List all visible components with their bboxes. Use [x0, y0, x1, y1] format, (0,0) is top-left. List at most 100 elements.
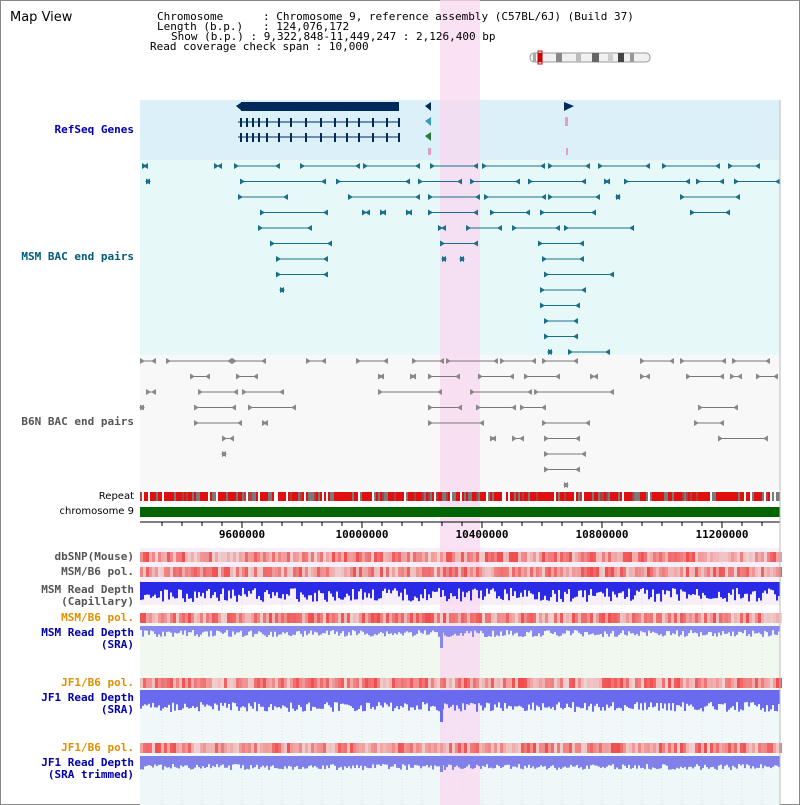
msm-bac-end — [475, 194, 480, 200]
jf1-depth-trimmed-bar — [152, 756, 154, 768]
msm-bac-track-label[interactable]: MSM BAC end pairs — [21, 250, 134, 263]
jf1-depth-trimmed-bar — [238, 756, 240, 765]
jf1-b6-pol-heat — [170, 678, 173, 688]
dbsnp-heat — [398, 552, 401, 562]
msm-b6-pol-2-heat — [590, 613, 593, 623]
msm-depth-capillary-bar — [416, 582, 418, 598]
jf1-depth-trimmed-bar — [534, 756, 536, 769]
msm-depth-capillary-bar — [458, 582, 460, 589]
dbsnp-track-label[interactable]: dbSNP(Mouse) — [54, 550, 134, 563]
jf1-depth-trimmed-bar — [384, 756, 386, 765]
repeat-segment — [240, 492, 242, 501]
msm-depth-sra-bar — [392, 626, 394, 636]
msm-depth-sra-bar — [372, 626, 374, 636]
jf1-b6-pol-2-heat — [746, 743, 749, 753]
jf1-depth-sra-bar — [474, 690, 476, 705]
msm-depth-capillary-bar — [708, 582, 710, 599]
repeat-segment — [242, 492, 244, 501]
msm-depth-capillary-bar — [486, 582, 488, 589]
dbsnp-heat — [374, 552, 377, 562]
msm-bac-end — [775, 178, 780, 185]
jf1-b6-pol-2-heat — [560, 743, 563, 753]
msm-depth-capillary-bar — [562, 582, 564, 602]
msm-depth-capillary-bar — [282, 582, 284, 595]
msm-b6-pol-2-track-label[interactable]: MSM/B6 pol. — [61, 611, 134, 624]
jf1-b6-pol-heat — [287, 678, 290, 688]
msm-b6-pol-2-heat — [314, 613, 317, 623]
msm-depth-capillary-bar — [318, 582, 320, 591]
msm-b6-pol-heat — [311, 567, 314, 577]
msm-depth-sra-bar — [224, 626, 226, 633]
dbsnp-heat — [329, 552, 332, 562]
msm-depth-sra-track-label[interactable]: MSM Read Depth (SRA) — [41, 626, 134, 651]
msm-b6-pol-heat — [446, 567, 449, 577]
msm-b6-pol-2-heat — [527, 613, 530, 623]
repeat-segment — [712, 492, 714, 501]
msm-depth-sra-bar — [170, 626, 172, 633]
msm-depth-sra-bar — [404, 626, 406, 633]
msm-depth-sra-bar — [722, 626, 724, 632]
msm-depth-sra-bar — [148, 626, 150, 635]
jf1-depth-trimmed-bar — [722, 756, 724, 769]
msm-depth-capillary-bar — [300, 582, 302, 593]
msm-b6-pol-heat — [212, 567, 215, 577]
msm-depth-sra-bar — [620, 626, 622, 633]
msm-depth-sra-bar — [756, 626, 758, 634]
msm-b6-pol-heat — [668, 567, 671, 577]
msm-depth-capillary-bar — [426, 582, 428, 601]
jf1-b6-pol-2-heat — [536, 743, 539, 753]
msm-depth-sra-bar — [718, 626, 720, 633]
dbsnp-heat — [587, 552, 590, 562]
repeat-segment — [300, 492, 302, 501]
msm-b6-pol-2-heat — [434, 613, 437, 623]
msm-b6-pol-2-heat — [392, 613, 395, 623]
jf1-b6-pol-heat — [560, 678, 563, 688]
refseq-exon — [266, 118, 268, 127]
msm-depth-sra-bar — [506, 626, 508, 631]
jf1-depth-trimmed-bar — [664, 756, 666, 765]
msm-depth-capillary-bar — [436, 582, 438, 592]
msm-depth-sra-bar — [260, 626, 262, 633]
msm-b6-pol-heat — [566, 567, 569, 577]
jf1-depth-trimmed-bar — [698, 756, 700, 767]
repeat-segment — [334, 492, 336, 501]
dbsnp-heat — [659, 552, 662, 562]
msm-b6-pol-heat — [371, 567, 374, 577]
jf1-depth-trimmed-track-label[interactable]: JF1 Read Depth (SRA trimmed) — [41, 756, 134, 781]
msm-b6-pol-2-heat — [398, 613, 401, 623]
b6n-bac-track-label[interactable]: B6N BAC end pairs — [21, 415, 134, 428]
msm-b6-pol-2-heat — [500, 613, 503, 623]
msm-b6-pol-2-heat — [272, 613, 275, 623]
jf1-b6-pol-heat — [383, 678, 386, 688]
msm-depth-capillary-bar — [492, 582, 494, 589]
msm-depth-sra-bar — [436, 626, 438, 633]
jf1-b6-pol-heat — [449, 678, 452, 688]
jf1-b6-pol-heat — [593, 678, 596, 688]
jf1-b6-pol-2-track-label[interactable]: JF1/B6 pol. — [61, 741, 134, 754]
repeat-segment — [270, 492, 272, 501]
jf1-depth-trimmed-bar — [766, 756, 768, 767]
jf1-depth-sra-bar — [740, 690, 742, 710]
refseq-track-label[interactable]: RefSeq Genes — [54, 123, 134, 136]
jf1-b6-pol-heat — [737, 678, 740, 688]
jf1-b6-pol-track-label[interactable]: JF1/B6 pol. — [61, 676, 134, 689]
msm-depth-capillary-bar — [250, 582, 252, 594]
msm-depth-sra-bar — [674, 626, 676, 635]
msm-depth-capillary-bar — [650, 582, 652, 598]
msm-bac-end — [662, 163, 667, 169]
jf1-depth-sra-track-label[interactable]: JF1 Read Depth (SRA) — [41, 691, 134, 716]
msm-depth-sra-bar — [228, 626, 230, 637]
msm-depth-capillary-track-label[interactable]: MSM Read Depth (Capillary) — [41, 583, 134, 608]
jf1-depth-trimmed-bar — [250, 756, 252, 766]
msm-depth-sra-bar — [412, 626, 414, 637]
msm-b6-pol-2-heat — [572, 613, 575, 623]
msm-b6-pol-2-heat — [422, 613, 425, 623]
jf1-b6-pol-heat — [755, 678, 758, 688]
jf1-b6-pol-2-heat — [470, 743, 473, 753]
jf1-depth-sra-bar — [664, 690, 666, 704]
msm-depth-capillary-bar — [532, 582, 534, 595]
msm-bac-end — [734, 178, 739, 185]
msm-b6-pol-track-label[interactable]: MSM/B6 pol. — [61, 565, 134, 578]
jf1-depth-trimmed-bar — [226, 756, 228, 768]
